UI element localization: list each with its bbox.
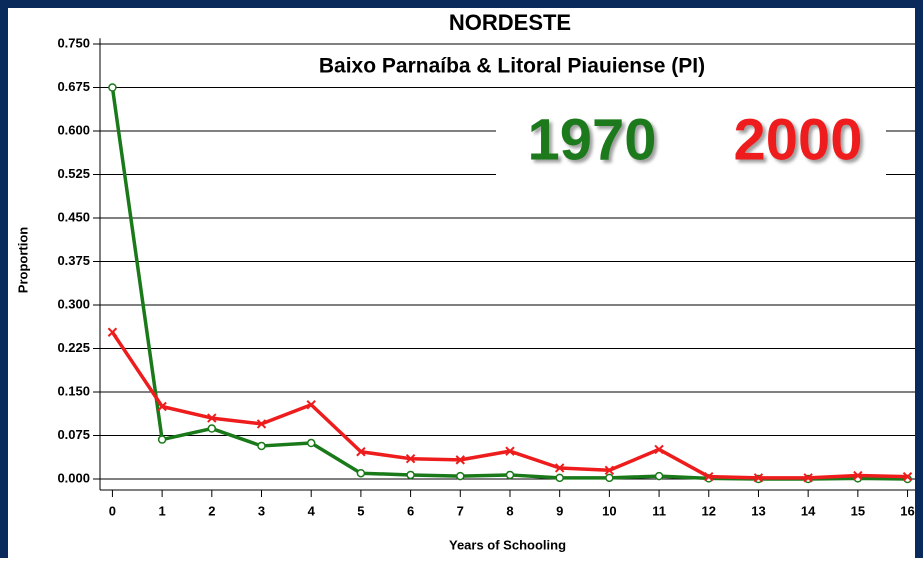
y-tick-label: 0.075 bbox=[57, 427, 90, 442]
x-tick-label: 4 bbox=[308, 503, 316, 518]
point bbox=[257, 441, 266, 451]
legend-bg bbox=[496, 110, 886, 182]
y-tick-label: 0.225 bbox=[57, 340, 90, 355]
point bbox=[207, 424, 217, 433]
point bbox=[207, 413, 217, 423]
point bbox=[456, 471, 465, 481]
x-tick-label: 9 bbox=[556, 503, 563, 518]
y-tick-label: 0.675 bbox=[57, 79, 90, 94]
point bbox=[505, 470, 515, 480]
point bbox=[604, 465, 615, 476]
point bbox=[554, 463, 565, 473]
point bbox=[704, 471, 714, 482]
point bbox=[902, 471, 913, 482]
y-axis-label: Proportion bbox=[15, 227, 30, 293]
x-axis-label: Years of Schooling bbox=[449, 537, 566, 552]
legend-entry: 1970 bbox=[527, 107, 656, 172]
x-tick-label: 15 bbox=[851, 503, 865, 518]
x-tick-label: 10 bbox=[602, 503, 616, 518]
y-tick-label: 0.750 bbox=[57, 35, 90, 50]
point bbox=[654, 444, 664, 455]
x-tick-label: 2 bbox=[208, 503, 215, 518]
point bbox=[505, 446, 515, 456]
point bbox=[157, 435, 167, 444]
point bbox=[406, 470, 415, 480]
x-tick-label: 13 bbox=[751, 503, 765, 518]
point bbox=[356, 447, 366, 457]
point bbox=[107, 327, 118, 337]
point bbox=[605, 473, 614, 483]
y-tick-label: 0.450 bbox=[57, 209, 90, 224]
y-tick-label: 0.300 bbox=[57, 296, 90, 311]
chart-title: NORDESTE bbox=[449, 10, 571, 35]
x-tick-label: 5 bbox=[357, 503, 364, 518]
point bbox=[803, 473, 813, 483]
chart-subtitle: Baixo Parnaíba & Litoral Piauiense (PI) bbox=[319, 55, 705, 78]
point bbox=[405, 453, 416, 464]
point bbox=[753, 473, 764, 483]
title-bg bbox=[410, 8, 610, 38]
point bbox=[108, 83, 117, 92]
y-tick-label: 0.150 bbox=[57, 383, 90, 398]
subtitle-bg bbox=[238, 52, 786, 82]
point bbox=[555, 473, 564, 483]
x-tick-label: 11 bbox=[652, 503, 666, 518]
x-tick-label: 8 bbox=[506, 503, 513, 518]
panel bbox=[8, 8, 915, 558]
point bbox=[654, 471, 664, 481]
x-tick-label: 6 bbox=[407, 503, 414, 518]
x-tick-label: 0 bbox=[109, 503, 116, 518]
x-tick-label: 7 bbox=[457, 503, 464, 518]
point bbox=[306, 400, 316, 410]
x-tick-label: 1 bbox=[159, 503, 166, 518]
x-tick-label: 3 bbox=[258, 503, 265, 518]
x-tick-label: 16 bbox=[900, 503, 914, 518]
y-tick-label: 0.375 bbox=[57, 253, 90, 268]
x-tick-label: 12 bbox=[702, 503, 716, 518]
legend-entry: 2000 bbox=[733, 107, 862, 172]
y-tick-label: 0.525 bbox=[57, 166, 90, 181]
point bbox=[853, 470, 863, 481]
point bbox=[157, 401, 167, 412]
point bbox=[306, 438, 316, 448]
x-tick-label: 14 bbox=[801, 503, 816, 518]
y-tick-label: 0.600 bbox=[57, 122, 90, 137]
point bbox=[455, 455, 465, 465]
point bbox=[256, 419, 267, 429]
point bbox=[356, 468, 366, 478]
plot: 0.000 0.075 0.150 0.225 0.300 0.375 0.450 0.525… bbox=[15, 8, 915, 552]
y-tick-label: 0.000 bbox=[57, 470, 90, 485]
